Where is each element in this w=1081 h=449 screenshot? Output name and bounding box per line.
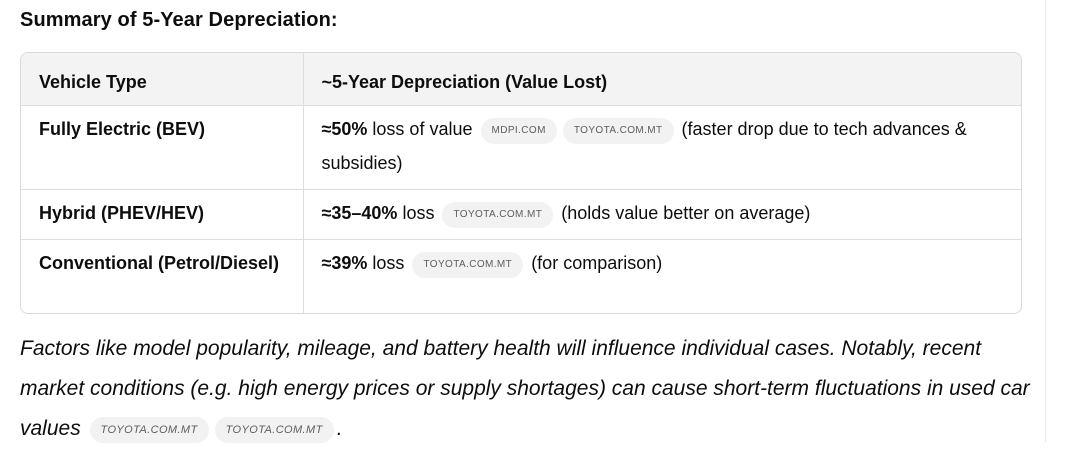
source-citation-link[interactable]: TOYOTA.COM.MT xyxy=(214,417,334,443)
table-row: Fully Electric (BEV) ≈50% loss of value … xyxy=(21,105,1021,190)
table-row: Hybrid (PHEV/HEV) ≈35–40% loss TOYOTA.CO… xyxy=(21,189,1021,240)
depreciation-value: ≈50% xyxy=(321,119,368,139)
paragraph-text: Factors like model popularity, mileage, … xyxy=(20,337,1030,440)
depreciation-value: ≈39% xyxy=(321,253,368,273)
depreciation-cell: ≈35–40% loss TOYOTA.COM.MT (holds value … xyxy=(302,189,1021,240)
header-vehicle-type: Vehicle Type xyxy=(21,53,303,106)
depreciation-text: loss xyxy=(402,203,435,223)
depreciation-note: (holds value better on average) xyxy=(561,203,811,223)
document-page: Summary of 5-Year Depreciation: Vehicle … xyxy=(20,0,1046,443)
source-citation-link[interactable]: TOYOTA.COM.MT xyxy=(412,252,524,278)
paragraph-period: . xyxy=(336,417,343,440)
depreciation-text: loss of value xyxy=(372,119,473,139)
depreciation-note: (faster drop due to tech advances & subs… xyxy=(321,119,967,173)
source-citation-link[interactable]: TOYOTA.COM.MT xyxy=(89,417,209,443)
section-heading: Summary of 5-Year Depreciation: xyxy=(20,9,338,31)
header-depreciation: ~5-Year Depreciation (Value Lost) xyxy=(302,53,1021,106)
depreciation-table: Vehicle Type ~5-Year Depreciation (Value… xyxy=(20,52,1022,314)
vehicle-type-cell: Conventional (Petrol/Diesel) xyxy=(39,253,280,273)
depreciation-text: loss xyxy=(372,253,405,273)
source-citation-link[interactable]: MDPI.COM xyxy=(480,118,557,144)
depreciation-cell: ≈39% loss TOYOTA.COM.MT (for comparison) xyxy=(302,239,1021,313)
source-citation-link[interactable]: TOYOTA.COM.MT xyxy=(442,202,554,228)
table-header-row: Vehicle Type ~5-Year Depreciation (Value… xyxy=(21,53,1021,106)
vehicle-type-cell: Fully Electric (BEV) xyxy=(21,105,303,190)
depreciation-note: (for comparison) xyxy=(531,253,663,273)
vehicle-type-cell: Hybrid (PHEV/HEV) xyxy=(21,189,303,240)
table-row: Conventional (Petrol/Diesel) ≈39% loss T… xyxy=(21,239,1021,313)
summary-paragraph: Factors like model popularity, mileage, … xyxy=(20,329,1040,449)
depreciation-cell: ≈50% loss of value MDPI.COM TOYOTA.COM.MT… xyxy=(302,105,1021,190)
source-citation-link[interactable]: TOYOTA.COM.MT xyxy=(562,118,674,144)
depreciation-value: ≈35–40% xyxy=(321,203,398,223)
